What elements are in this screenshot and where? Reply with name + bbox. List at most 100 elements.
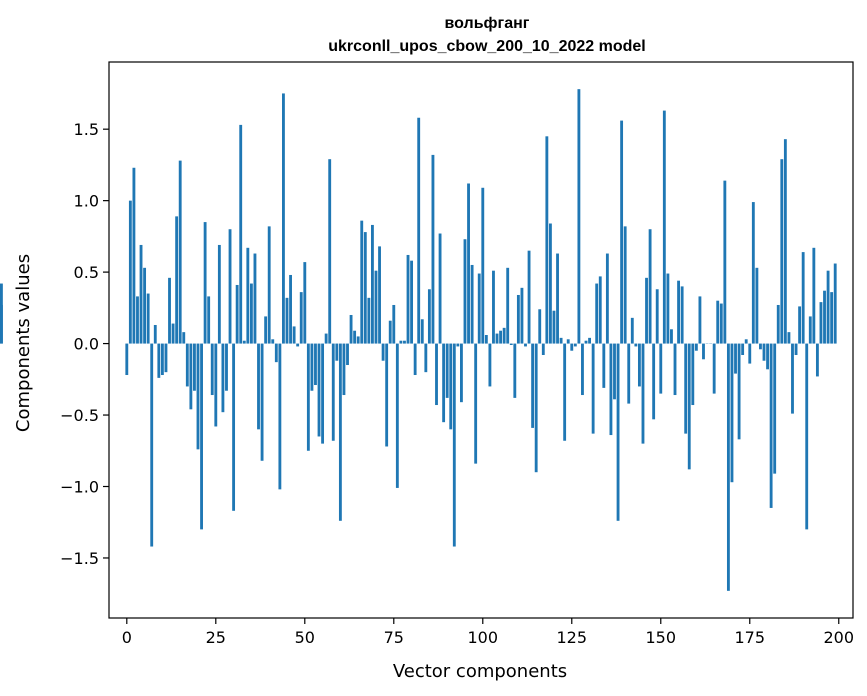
bar: [474, 343, 478, 464]
bar: [801, 252, 805, 344]
bar: [242, 340, 246, 344]
bar: [726, 343, 730, 591]
bar: [694, 343, 698, 351]
bar: [602, 343, 606, 388]
bar: [648, 229, 652, 344]
bar: [759, 343, 762, 350]
y-axis-label: Components values: [13, 254, 34, 432]
y-tick-label: 1.0: [74, 192, 99, 211]
bar: [153, 324, 157, 344]
bar: [178, 160, 182, 344]
bar: [171, 323, 175, 344]
bar: [509, 343, 513, 345]
y-tick-label: −1.5: [60, 549, 99, 568]
bar: [200, 343, 203, 530]
bar: [193, 343, 196, 391]
bar: [335, 343, 339, 361]
bar: [207, 296, 211, 344]
bar: [805, 343, 809, 530]
x-tick-label: 125: [557, 628, 588, 647]
bar: [605, 253, 609, 344]
bars-group: [0, 89, 837, 591]
bar: [794, 343, 798, 355]
bar: [160, 343, 164, 376]
bar: [424, 343, 428, 373]
bar: [556, 253, 559, 344]
bar: [691, 343, 695, 406]
y-tick-label: 1.5: [74, 120, 99, 139]
y-tick-label: 0.0: [74, 335, 99, 354]
bar: [214, 343, 218, 427]
chart-title: вольфганг: [445, 15, 530, 32]
bar: [356, 336, 360, 344]
bar: [150, 343, 154, 547]
bar: [125, 343, 129, 376]
bar: [338, 343, 342, 521]
bar: [502, 327, 506, 344]
bar: [787, 332, 791, 344]
bar: [484, 335, 488, 344]
bar: [146, 293, 150, 344]
bar: [751, 202, 755, 344]
bar: [374, 270, 378, 344]
bar: [524, 343, 527, 347]
y-tick-label: −1.0: [60, 478, 99, 497]
bar: [623, 226, 627, 344]
bar: [506, 267, 510, 344]
x-tick-label: 150: [645, 628, 676, 647]
bar: [548, 223, 552, 344]
bar: [392, 304, 396, 344]
bar: [249, 283, 253, 344]
x-tick-label: 100: [468, 628, 499, 647]
bar: [613, 343, 616, 400]
bar: [321, 343, 325, 444]
bar: [221, 343, 225, 413]
bar: [417, 117, 421, 344]
bar: [609, 343, 613, 436]
bar: [360, 220, 364, 344]
bar: [552, 310, 556, 344]
bar: [673, 343, 677, 396]
bar: [815, 343, 819, 377]
y-tick-label: −0.5: [60, 406, 99, 425]
bar: [228, 229, 232, 344]
bar: [477, 273, 481, 344]
bar: [662, 110, 666, 344]
bar: [584, 340, 588, 344]
bar: [460, 343, 463, 403]
bar: [342, 343, 346, 396]
bar: [260, 343, 264, 461]
bar: [470, 264, 474, 344]
x-tick-label: 75: [384, 628, 404, 647]
bar: [303, 262, 307, 344]
bar: [616, 343, 620, 521]
bar: [812, 247, 816, 344]
bar: [488, 343, 492, 387]
bar: [630, 317, 634, 344]
bar: [531, 343, 535, 428]
bar: [527, 250, 531, 344]
bar: [559, 337, 563, 344]
bar: [282, 93, 285, 344]
chart-subtitle: ukrconll_upos_cbow_200_10_2022 model: [328, 38, 645, 55]
bar: [495, 333, 499, 344]
bar: [431, 154, 435, 344]
bar: [730, 343, 734, 483]
bar: [381, 343, 385, 361]
bar: [773, 343, 777, 474]
bar: [410, 260, 414, 344]
bar: [716, 300, 720, 344]
bar: [684, 343, 688, 434]
bar: [463, 239, 467, 344]
bar: [139, 244, 143, 344]
bar: [573, 343, 577, 347]
bar: [164, 343, 168, 373]
bar: [128, 200, 132, 344]
bar: [798, 306, 802, 344]
bar: [513, 343, 517, 398]
bar: [449, 343, 453, 430]
bar: [232, 343, 236, 511]
bar: [331, 343, 335, 441]
x-tick-label: 200: [823, 628, 854, 647]
